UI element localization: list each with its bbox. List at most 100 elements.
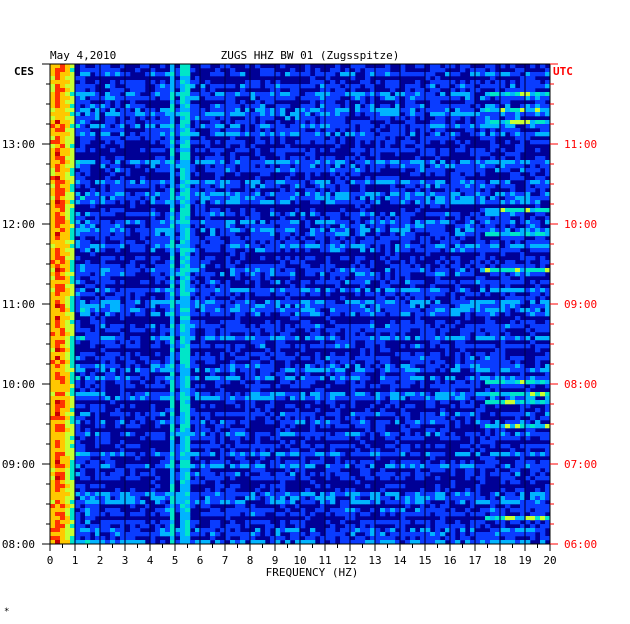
spectrogram-cell bbox=[280, 340, 286, 345]
spectrogram-cell bbox=[140, 372, 146, 377]
spectrogram-cell bbox=[85, 192, 91, 197]
spectrogram-cell bbox=[405, 376, 411, 381]
spectrogram-cell bbox=[280, 124, 286, 129]
spectrogram-cell bbox=[170, 336, 176, 341]
spectrogram-cell bbox=[475, 152, 481, 157]
spectrogram-cell bbox=[480, 112, 486, 117]
spectrogram-cell bbox=[80, 68, 86, 73]
spectrogram-cell bbox=[50, 320, 56, 325]
spectrogram-cell bbox=[400, 232, 406, 237]
spectrogram-cell bbox=[435, 128, 441, 133]
spectrogram-cell bbox=[125, 292, 131, 297]
spectrogram-cell bbox=[185, 164, 191, 169]
spectrogram-cell bbox=[280, 200, 286, 205]
spectrogram-cell bbox=[165, 300, 171, 305]
spectrogram-cell bbox=[540, 64, 546, 69]
spectrogram-cell bbox=[305, 336, 311, 341]
spectrogram-cell bbox=[95, 180, 101, 185]
spectrogram-cell bbox=[380, 336, 386, 341]
spectrogram-cell bbox=[185, 348, 191, 353]
spectrogram-cell bbox=[375, 192, 381, 197]
spectrogram-cell bbox=[520, 140, 526, 145]
spectrogram-cell bbox=[185, 304, 191, 309]
spectrogram-cell bbox=[185, 352, 191, 357]
spectrogram-cell bbox=[80, 272, 86, 277]
spectrogram-cell bbox=[235, 244, 241, 249]
spectrogram-cell bbox=[400, 268, 406, 273]
spectrogram-cell bbox=[80, 148, 86, 153]
spectrogram-cell bbox=[50, 192, 56, 197]
spectrogram-cell bbox=[355, 172, 361, 177]
spectrogram-cell bbox=[195, 352, 201, 357]
spectrogram-cell bbox=[235, 180, 241, 185]
spectrogram-cell bbox=[95, 276, 101, 281]
spectrogram-cell bbox=[150, 324, 156, 329]
spectrogram-cell bbox=[425, 308, 431, 313]
spectrogram-cell bbox=[380, 68, 386, 73]
spectrogram-cell bbox=[515, 232, 521, 237]
spectrogram-cell bbox=[115, 296, 121, 301]
spectrogram-cell bbox=[270, 160, 276, 165]
spectrogram-cell bbox=[265, 100, 271, 105]
spectrogram-cell bbox=[190, 240, 196, 245]
spectrogram-cell bbox=[55, 276, 61, 281]
spectrogram-cell bbox=[110, 328, 116, 333]
spectrogram-cell bbox=[520, 216, 526, 221]
spectrogram-cell bbox=[300, 124, 306, 129]
spectrogram-cell bbox=[180, 92, 186, 97]
spectrogram-cell bbox=[115, 352, 121, 357]
spectrogram-cell bbox=[355, 228, 361, 233]
spectrogram-cell bbox=[455, 364, 461, 369]
spectrogram-cell bbox=[535, 96, 541, 101]
spectrogram-cell bbox=[465, 172, 471, 177]
spectrogram-cell bbox=[225, 260, 231, 265]
spectrogram-cell bbox=[270, 328, 276, 333]
spectrogram-cell bbox=[440, 80, 446, 85]
spectrogram-cell bbox=[270, 168, 276, 173]
spectrogram-cell bbox=[445, 364, 451, 369]
spectrogram-cell bbox=[55, 72, 61, 77]
spectrogram-cell bbox=[280, 260, 286, 265]
spectrogram-cell bbox=[310, 228, 316, 233]
spectrogram-cell bbox=[55, 336, 61, 341]
spectrogram-cell bbox=[435, 180, 441, 185]
spectrogram-cell bbox=[460, 364, 466, 369]
spectrogram-cell bbox=[420, 328, 426, 333]
spectrogram-cell bbox=[325, 336, 331, 341]
spectrogram-cell bbox=[330, 240, 336, 245]
spectrogram-cell bbox=[390, 368, 396, 373]
spectrogram-cell bbox=[135, 92, 141, 97]
spectrogram-cell bbox=[375, 140, 381, 145]
spectrogram-cell bbox=[275, 320, 281, 325]
spectrogram-cell bbox=[480, 312, 486, 317]
spectrogram-cell bbox=[395, 96, 401, 101]
spectrogram-cell bbox=[75, 180, 81, 185]
spectrogram-cell bbox=[110, 88, 116, 93]
spectrogram-cell bbox=[305, 172, 311, 177]
spectrogram-cell bbox=[55, 324, 61, 329]
spectrogram-cell bbox=[150, 360, 156, 365]
spectrogram-cell bbox=[325, 220, 331, 225]
spectrogram-cell bbox=[360, 276, 366, 281]
spectrogram-cell bbox=[460, 108, 466, 113]
spectrogram-cell bbox=[50, 208, 56, 213]
spectrogram-cell bbox=[340, 272, 346, 277]
spectrogram-cell bbox=[310, 240, 316, 245]
spectrogram-cell bbox=[195, 236, 201, 241]
spectrogram-cell bbox=[505, 168, 511, 173]
spectrogram-cell bbox=[170, 200, 176, 205]
spectrogram-cell bbox=[325, 96, 331, 101]
spectrogram-cell bbox=[125, 120, 131, 125]
spectrogram-cell bbox=[505, 220, 511, 225]
spectrogram-cell bbox=[210, 168, 216, 173]
spectrogram-cell bbox=[265, 336, 271, 341]
spectrogram-cell bbox=[505, 184, 511, 189]
spectrogram-cell bbox=[75, 108, 81, 113]
spectrogram-cell bbox=[250, 236, 256, 241]
spectrogram-cell bbox=[520, 120, 526, 125]
spectrogram-cell bbox=[190, 256, 196, 261]
spectrogram-cell bbox=[540, 268, 546, 273]
spectrogram-cell bbox=[95, 200, 101, 205]
spectrogram-cell bbox=[215, 264, 221, 269]
spectrogram-cell bbox=[530, 324, 536, 329]
